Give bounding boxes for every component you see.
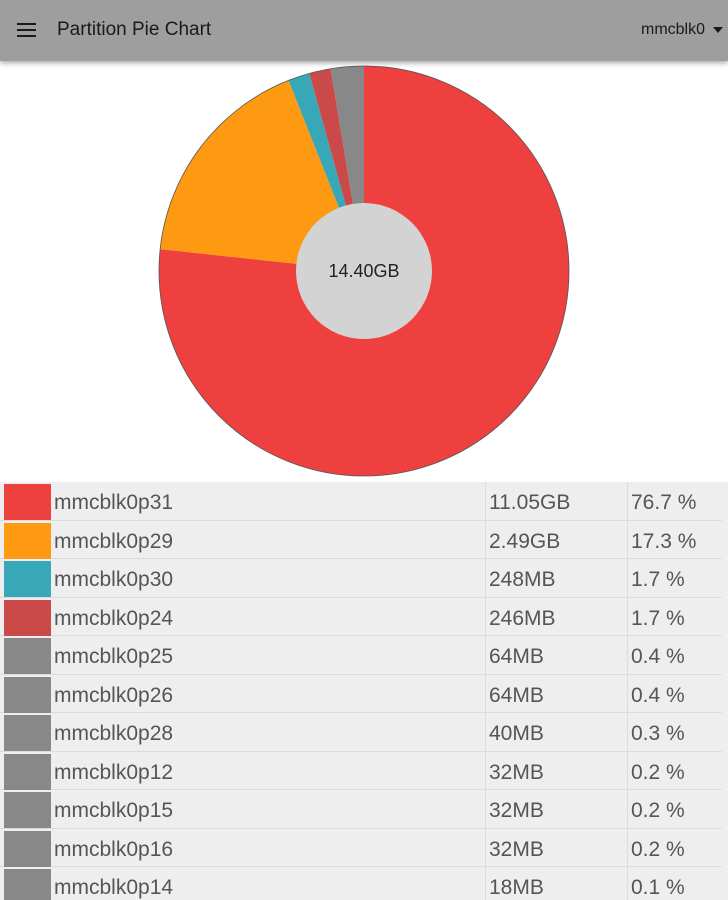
- table-row[interactable]: mmcblk0p26 64MB 0.4 %: [0, 675, 722, 713]
- partition-percent: 17.3 %: [631, 529, 697, 553]
- pie-chart-svg: [158, 65, 570, 477]
- partition-name: mmcblk0p25: [54, 645, 174, 668]
- table-row[interactable]: mmcblk0p29 2.49GB 17.3 %: [0, 521, 722, 559]
- table-row[interactable]: mmcblk0p30 248MB 1.7 %: [0, 559, 722, 598]
- color-swatch: [4, 561, 51, 597]
- partition-name: mmcblk0p14: [54, 876, 174, 899]
- color-swatch: [4, 830, 51, 867]
- partition-name: mmcblk0p29: [54, 529, 174, 553]
- color-swatch: [4, 753, 51, 790]
- page-title: Partition Pie Chart: [57, 19, 212, 40]
- partition-percent: 1.7 %: [631, 568, 685, 591]
- partition-name: mmcblk0p16: [54, 837, 174, 861]
- disk-selector-value: mmcblk0: [640, 21, 705, 38]
- partition-size: 64MB: [489, 683, 544, 707]
- column-divider: [485, 482, 486, 900]
- partition-size: 248MB: [489, 568, 556, 591]
- partition-name: mmcblk0p15: [54, 799, 174, 822]
- color-swatch: [4, 715, 51, 751]
- partition-percent: 0.4 %: [631, 683, 685, 707]
- color-swatch: [4, 869, 51, 900]
- color-swatch: [4, 484, 51, 520]
- partition-name: mmcblk0p24: [54, 606, 174, 630]
- column-divider: [627, 482, 628, 900]
- partition-percent: 0.1 %: [631, 876, 685, 899]
- partition-name: mmcblk0p30: [54, 568, 174, 591]
- partition-size: 18MB: [489, 876, 544, 899]
- partition-size: 40MB: [489, 722, 544, 745]
- partition-percent: 1.7 %: [631, 606, 685, 630]
- table-row[interactable]: mmcblk0p14 18MB 0.1 %: [0, 867, 722, 900]
- partition-size: 32MB: [489, 799, 544, 822]
- partition-size: 2.49GB: [489, 529, 561, 553]
- partition-size: 32MB: [489, 837, 544, 861]
- partition-percent: 0.4 %: [631, 645, 685, 668]
- partition-donut-chart: 14.40GB: [158, 65, 570, 477]
- donut-center: [296, 203, 432, 339]
- pie-slice-mmcblk0p29[interactable]: [160, 80, 364, 272]
- partition-name: mmcblk0p31: [54, 491, 174, 514]
- table-row[interactable]: mmcblk0p25 64MB 0.4 %: [0, 636, 722, 675]
- caret-down-icon: [713, 27, 723, 33]
- partition-percent: 0.2 %: [631, 760, 685, 784]
- partition-percent: 76.7 %: [631, 491, 697, 514]
- partition-size: 11.05GB: [489, 491, 571, 514]
- partition-name: mmcblk0p28: [54, 722, 174, 745]
- partition-percent: 0.3 %: [631, 722, 685, 745]
- color-swatch: [4, 638, 51, 674]
- table-row[interactable]: mmcblk0p16 32MB 0.2 %: [0, 829, 722, 867]
- table-row[interactable]: mmcblk0p24 246MB 1.7 %: [0, 598, 722, 636]
- partition-percent: 0.2 %: [631, 837, 685, 861]
- partition-size: 32MB: [489, 760, 544, 784]
- partition-table: mmcblk0p31 11.05GB 76.7 % mmcblk0p29 2.49GB 1…: [0, 482, 728, 900]
- disk-selector-dropdown[interactable]: mmcblk0: [641, 19, 723, 41]
- partition-name: mmcblk0p12: [54, 760, 174, 784]
- color-swatch: [4, 522, 51, 559]
- hamburger-menu-icon[interactable]: [10, 14, 42, 46]
- table-row[interactable]: mmcblk0p28 40MB 0.3 %: [0, 713, 722, 752]
- table-row[interactable]: mmcblk0p31 11.05GB 76.7 %: [0, 482, 722, 521]
- partition-name: mmcblk0p26: [54, 683, 174, 707]
- partition-size: 246MB: [489, 606, 556, 630]
- color-swatch: [4, 676, 51, 713]
- partition-percent: 0.2 %: [631, 799, 685, 822]
- color-swatch: [4, 792, 51, 828]
- table-row[interactable]: mmcblk0p12 32MB 0.2 %: [0, 752, 722, 790]
- partition-size: 64MB: [489, 645, 544, 668]
- color-swatch: [4, 599, 51, 636]
- app-bar: Partition Pie Chart mmcblk0: [0, 0, 728, 61]
- table-row[interactable]: mmcblk0p15 32MB 0.2 %: [0, 790, 722, 829]
